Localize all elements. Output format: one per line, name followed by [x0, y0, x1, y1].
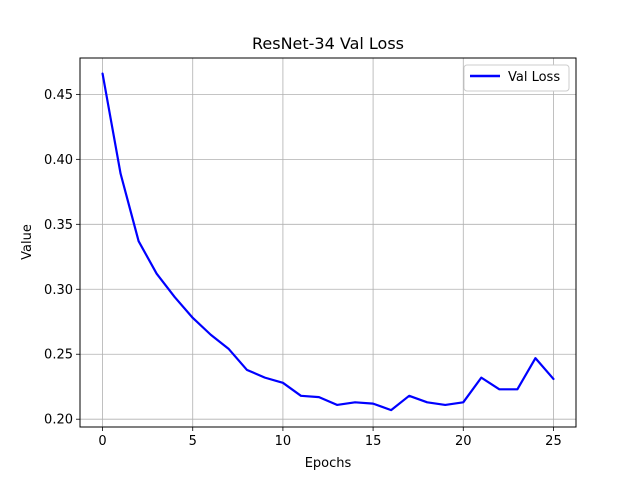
series-layer	[101, 72, 555, 412]
x-tick-label: 20	[455, 434, 472, 449]
x-tick-label: 5	[189, 434, 197, 449]
y-tick-label: 0.30	[44, 283, 73, 298]
chart-title: ResNet-34 Val Loss	[252, 34, 404, 53]
x-tick-label: 10	[275, 434, 292, 449]
y-tick-label: 0.40	[44, 153, 73, 168]
y-tick-label: 0.25	[44, 348, 73, 363]
series-line-val-loss	[101, 72, 555, 412]
legend-label-val-loss: Val Loss	[508, 70, 560, 85]
x-tick-label: 15	[365, 434, 382, 449]
y-axis-ticks: 0.20 0.25 0.30 0.35 0.40 0.45	[44, 88, 80, 428]
legend-box	[463, 64, 570, 92]
legend: Val Loss	[463, 64, 570, 92]
y-tick-label: 0.35	[44, 218, 73, 233]
x-tick-label: 25	[545, 434, 562, 449]
plot-frame	[79, 57, 577, 428]
x-axis-label: Epochs	[305, 456, 352, 471]
x-axis-ticks: 0 5 10 15 20 25	[98, 427, 562, 449]
y-tick-label: 0.20	[44, 413, 73, 428]
x-tick-label: 0	[98, 434, 106, 449]
y-tick-label: 0.45	[44, 88, 73, 103]
grid	[80, 58, 576, 427]
y-axis-label: Value	[20, 224, 35, 260]
